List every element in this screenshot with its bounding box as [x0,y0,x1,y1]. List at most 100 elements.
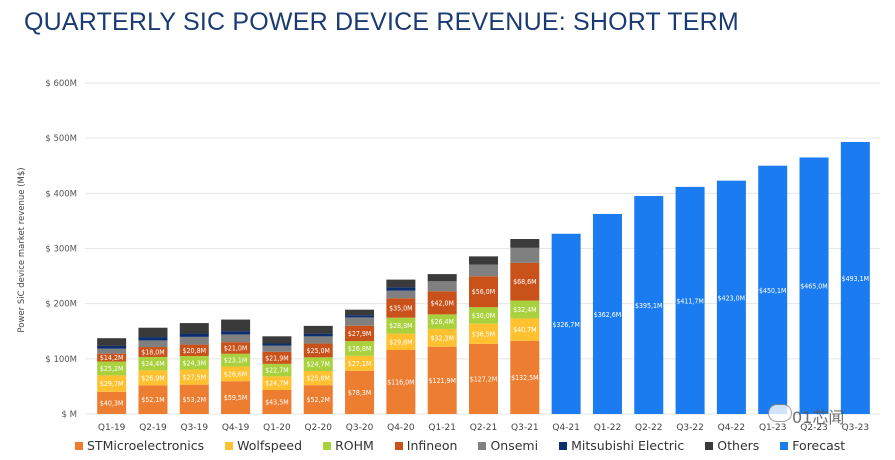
y-tick-label: $ 300M [45,245,77,255]
bar-segment-wolfspeed [138,370,168,386]
bar-segment-forecast [716,180,746,414]
data-label: $52,1M [141,396,164,404]
bar-segment-wolfspeed [262,376,292,391]
y-tick-label: $ 500M [45,134,77,144]
data-label: $32,4M [513,306,536,314]
bar-segment-stmicroelectronics [303,385,333,414]
bar-segment-infineon [179,344,209,357]
bar-segment-infineon [262,351,292,364]
bar-group: $121,9M $32,3M $26,4M $42,0M [427,274,457,414]
bar-segment-forecast [551,233,581,414]
bar-segment-wolfspeed [510,318,540,341]
x-tick-label: Q1-22 [594,423,622,433]
data-label: $35,0M [389,305,412,313]
data-label: $26,8M [348,345,371,353]
legend-swatch [225,441,234,450]
data-label: $116,0M [387,379,414,387]
bar-segment-wolfspeed [97,375,127,392]
data-label: $27,1M [348,360,371,368]
legend-swatch [75,441,83,450]
bar-segment-others [386,279,416,288]
bar-segment-others [179,323,209,334]
bar-segment-stmicroelectronics [262,390,292,414]
legend-item: Mitsubishi Electric [559,438,684,453]
bar-group: $450,1M [758,165,788,414]
legend-label: Onsemi [490,438,539,453]
bar-segment-others [303,325,333,334]
y-tick-label: $ 400M [45,189,77,199]
bar-segment-mitsubishi-electric [138,337,168,341]
x-tick-label: Q3-20 [346,423,374,433]
data-label: $78,3M [348,389,371,397]
bar-segment-forecast [840,141,870,415]
x-tick-label: Q2-23 [800,423,828,433]
stacked-bar-chart: $ M$ 100M$ 200M$ 300M$ 400M$ 500M$ 600M … [17,79,880,433]
bar-segment-onsemi [427,281,457,292]
data-label: $411,7M [676,297,703,305]
data-label: $18,0M [141,348,164,356]
chart-title: QUARTERLY SIC POWER DEVICE REVENUE: SHOR… [24,8,739,36]
bar-segment-rohm [303,357,333,371]
bar-segment-forecast [592,213,622,414]
data-label: $68,6M [513,278,536,286]
bar-group: $52,1M $26,9M $24,4M $18,0M [138,327,168,414]
bar-segment-stmicroelectronics [179,384,209,414]
legend-item: ROHM [323,438,374,453]
x-tick-label: Q4-19 [222,423,250,433]
bar-segment-rohm [345,341,375,356]
bar-segment-stmicroelectronics [427,346,457,414]
x-axis-ticks: Q1-19 Q2-19 Q3-19 Q4-19 Q1-20 Q2-20 Q3-20 Q4-20… [98,423,869,433]
legend-item: Wolfspeed [225,438,302,453]
bar-segment-others [221,319,251,332]
bar-segment-rohm [179,356,209,370]
y-axis-ticks: $ M $ 100M $ 200M $ 300M $ 400M $ 500M $ 600M [45,79,77,420]
x-tick-label: Q3-21 [511,423,539,433]
bar-segment-stmicroelectronics [469,343,498,414]
bar-segment-onsemi [469,264,498,277]
bar-segment-mitsubishi-electric [179,333,209,337]
data-label: $28,8M [389,322,412,330]
bar-segment-stmicroelectronics [510,340,540,414]
bar-segment-rohm [97,361,127,376]
legend-item: Forecast [780,438,845,453]
y-tick-label: $ 100M [45,355,77,365]
bar-segment-wolfspeed [179,369,209,385]
bar-group: $465,0M [799,157,829,414]
bar-segment-forecast [799,157,829,414]
bar-segment-mitsubishi-electric [221,331,251,335]
watermark: 01芯闻 [792,408,845,427]
bar-segment-others [510,239,540,248]
wechat-icon [768,404,792,422]
bar-segment-others [469,256,498,265]
x-tick-label: Q3-23 [842,423,870,433]
bar-group: $116,0M $29,8M $28,8M $35,0M [386,279,416,414]
bar-segment-mitsubishi-electric [262,343,292,346]
bar-segment-wolfspeed [427,328,457,347]
bar-group: $52,2M $25,8M $24,7M $25,0M [303,325,333,414]
bar-group: $395,1M [634,196,664,414]
bar-segment-infineon [469,276,498,308]
x-tick-label: Q3-19 [181,423,209,433]
bar-segment-infineon [345,325,375,342]
bar-segment-rohm [262,363,292,377]
x-tick-label: Q2-19 [139,423,167,433]
bar-group: $411,7M [675,186,705,414]
data-label: $450,1M [759,287,786,295]
legend-label: Mitsubishi Electric [571,438,685,453]
bar-group: $53,2M $27,5M $24,3M $20,8M [179,323,209,414]
bar-segment-rohm [510,300,540,319]
data-label: $32,3M [430,334,453,342]
bar-segment-onsemi [221,334,251,343]
data-label: $127,2M [470,375,497,383]
bar-segment-mitsubishi-electric [303,333,333,337]
legend-swatch [705,441,714,450]
legend-label: ROHM [335,438,374,453]
data-label: $27,5M [183,374,206,382]
bar-segment-forecast [634,196,664,414]
data-label: $24,4M [141,360,164,368]
data-label: $29,7M [100,380,123,388]
bar-segment-others [262,336,292,344]
bar-segment-stmicroelectronics [221,381,251,414]
bar-segment-onsemi [303,336,333,344]
x-tick-label: Q2-22 [635,423,663,433]
